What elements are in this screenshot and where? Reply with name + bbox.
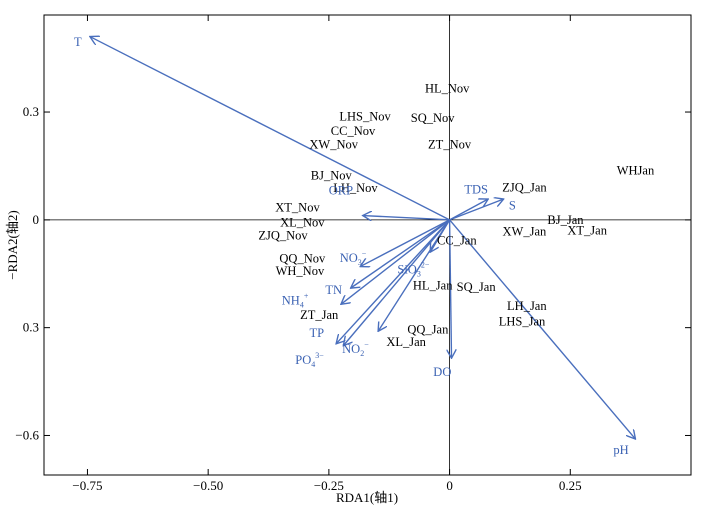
axis-ticks: −0.75 −0.50 −0.25 0 0.25 0.3 0 0.3 −0.6	[15, 15, 691, 493]
env-label-t: T	[74, 35, 82, 49]
x-tick-label: 0	[446, 478, 453, 493]
env-label-do: DO	[433, 365, 451, 379]
plot-frame	[43, 14, 692, 476]
x-axis-title: RDA1(轴1)	[336, 490, 398, 505]
env-label-ph: pH	[613, 443, 628, 457]
y-axis-title: −RDA2(轴2)	[5, 210, 20, 279]
env-arrow-s	[449, 199, 504, 221]
site-label: LH_Jan	[507, 299, 547, 313]
site-label: XL_Nov	[280, 215, 325, 229]
site-label: HL_Jan	[413, 279, 453, 293]
site-label: QQ_Jan	[407, 322, 449, 336]
env-label-subscript: 2	[360, 349, 364, 358]
env-arrow-no3	[360, 219, 450, 267]
env-label-tp: TP	[310, 326, 325, 340]
env-arrow-nh4	[341, 219, 451, 304]
env-label-superscript: 3−	[315, 351, 324, 360]
env-arrows	[90, 37, 636, 440]
site-label: BJ_Nov	[311, 168, 353, 182]
env-arrow-sio3	[430, 219, 451, 252]
env-arrow-ph	[449, 219, 636, 439]
x-tick-label: −0.50	[193, 478, 223, 493]
site-label: WHJan	[617, 164, 655, 178]
site-label: CC_Nov	[331, 124, 376, 138]
env-label-main: NH	[282, 294, 300, 308]
env-label-no2: NO2−	[342, 340, 369, 358]
env-label-po4: PO43−	[295, 351, 324, 369]
site-label: ZT_Nov	[428, 137, 472, 151]
site-label: ZT_Jan	[300, 308, 339, 322]
env-arrow-t	[90, 37, 450, 221]
x-tick-label: −0.25	[314, 478, 344, 493]
env-label-main: PO	[295, 353, 311, 367]
env-label-subscript: 4	[300, 301, 304, 310]
site-label: SQ_Jan	[457, 280, 497, 294]
zero-lines	[44, 15, 691, 475]
site-label: SQ_Nov	[411, 111, 456, 125]
site-label: QQ_Nov	[279, 251, 326, 265]
site-label: CC_Jan	[437, 234, 477, 248]
env-label-subscript: 3	[417, 269, 421, 278]
site-label: XW_Nov	[309, 137, 358, 151]
site-label: ZJQ_Jan	[502, 181, 547, 195]
env-label-sio3: SiO32−	[397, 260, 429, 278]
env-arrow-do	[450, 219, 452, 358]
x-tick-label: −0.75	[72, 478, 102, 493]
site-label: XT_Nov	[275, 201, 320, 215]
env-arrow-po4	[343, 219, 451, 346]
site-label: LHS_Jan	[499, 315, 546, 329]
env-label-orp: ORP	[329, 183, 353, 197]
env-arrow-tn	[351, 219, 450, 288]
env-label-subscript: 3	[358, 258, 362, 267]
env-label-superscript: −	[362, 249, 367, 258]
env-arrow-tp	[336, 219, 451, 344]
site-label: HL_Nov	[425, 82, 470, 96]
site-label: BJ_Jan	[547, 213, 584, 227]
y-tick-label: 0.3	[23, 320, 39, 335]
env-label-no3: NO3−	[340, 249, 367, 267]
env-label-s: S	[509, 198, 516, 212]
site-labels: HL_Nov LHS_Nov SQ_Nov CC_Nov ZT_Nov XW_Nov BJ_…	[258, 82, 655, 349]
y-tick-label: 0	[33, 212, 40, 227]
site-label: XT_Jan	[567, 224, 607, 238]
site-label: LHS_Nov	[339, 109, 391, 123]
env-label-nh4: NH4+	[282, 292, 309, 310]
env-label-superscript: −	[364, 340, 369, 349]
env-label-superscript: +	[304, 292, 309, 301]
env-arrow-tds	[449, 199, 489, 221]
env-arrow-no2	[378, 219, 451, 331]
env-label-subscript: 4	[311, 360, 315, 369]
env-arrow-orp	[363, 216, 450, 220]
env-label-tn: TN	[325, 283, 342, 297]
env-label-main: SiO	[397, 262, 416, 276]
env-label-superscript: 2−	[421, 260, 430, 269]
env-label-tds: TDS	[464, 182, 488, 196]
env-label-main: NO	[340, 251, 358, 265]
site-label: XL_Jan	[386, 335, 426, 349]
site-label: XW_Jan	[503, 225, 547, 239]
env-label-main: NO	[342, 342, 360, 356]
site-label: ZJQ_Nov	[258, 228, 308, 242]
site-label: WH_Nov	[276, 264, 325, 278]
x-tick-label: 0.25	[559, 478, 582, 493]
y-tick-label: 0.3	[23, 104, 39, 119]
y-tick-label: −0.6	[15, 427, 39, 442]
site-label: LH_Nov	[333, 181, 378, 195]
